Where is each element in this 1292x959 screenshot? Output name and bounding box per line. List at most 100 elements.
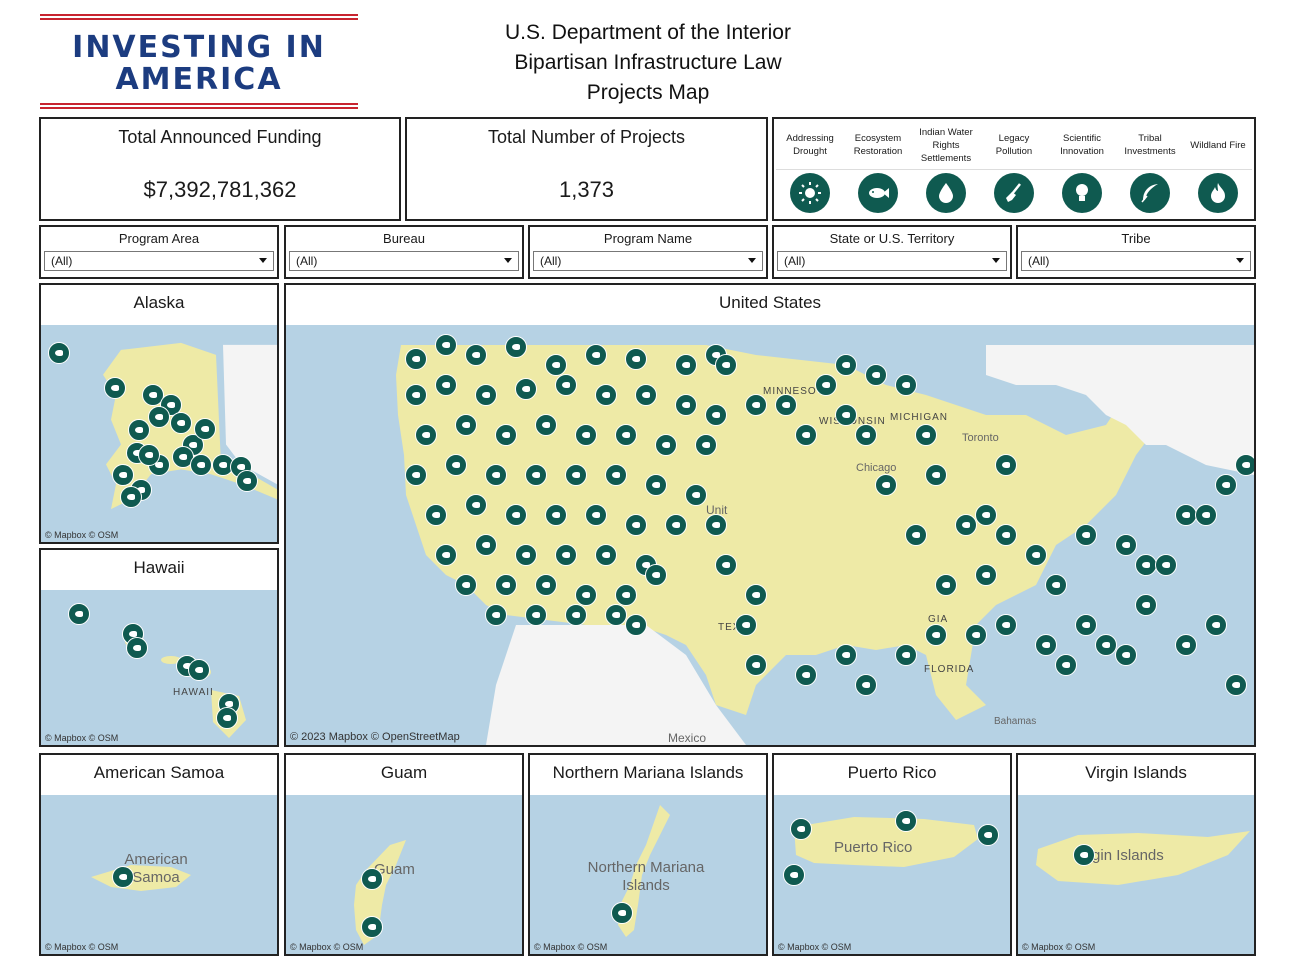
project-marker[interactable] — [485, 604, 507, 626]
project-marker[interactable] — [625, 514, 647, 536]
project-marker[interactable] — [705, 404, 727, 426]
project-marker[interactable] — [120, 486, 142, 508]
project-marker[interactable] — [142, 384, 164, 406]
project-marker[interactable] — [104, 377, 126, 399]
project-marker[interactable] — [1035, 634, 1057, 656]
project-marker[interactable] — [495, 424, 517, 446]
project-marker[interactable] — [535, 414, 557, 436]
project-marker[interactable] — [1075, 614, 1097, 636]
project-marker[interactable] — [875, 474, 897, 496]
project-marker[interactable] — [783, 864, 805, 886]
project-marker[interactable] — [194, 418, 216, 440]
project-marker[interactable] — [595, 384, 617, 406]
project-marker[interactable] — [435, 374, 457, 396]
project-marker[interactable] — [1115, 644, 1137, 666]
project-marker[interactable] — [665, 514, 687, 536]
project-marker[interactable] — [485, 464, 507, 486]
project-marker[interactable] — [515, 378, 537, 400]
project-marker[interactable] — [148, 406, 170, 428]
project-marker[interactable] — [775, 394, 797, 416]
project-marker[interactable] — [535, 574, 557, 596]
project-marker[interactable] — [415, 424, 437, 446]
project-marker[interactable] — [170, 412, 192, 434]
project-marker[interactable] — [790, 818, 812, 840]
project-marker[interactable] — [1075, 524, 1097, 546]
program-area-dropdown[interactable]: (All) — [44, 251, 274, 271]
project-marker[interactable] — [1115, 534, 1137, 556]
project-marker[interactable] — [1205, 614, 1227, 636]
project-marker[interactable] — [112, 464, 134, 486]
project-marker[interactable] — [965, 624, 987, 646]
project-marker[interactable] — [495, 574, 517, 596]
puerto-rico-map[interactable]: Puerto Rico © Mapbox © OSM — [774, 795, 1010, 954]
tribe-dropdown[interactable]: (All) — [1021, 251, 1251, 271]
project-marker[interactable] — [455, 414, 477, 436]
category-scientific-innovation[interactable]: Scientific Innovation — [1048, 119, 1116, 219]
project-marker[interactable] — [745, 394, 767, 416]
project-marker[interactable] — [905, 524, 927, 546]
project-marker[interactable] — [815, 374, 837, 396]
project-marker[interactable] — [545, 354, 567, 376]
category-indian-water-rights[interactable]: Indian Water Rights Settlements — [912, 119, 980, 219]
project-marker[interactable] — [925, 624, 947, 646]
category-legacy-pollution[interactable]: Legacy Pollution — [980, 119, 1048, 219]
project-marker[interactable] — [68, 603, 90, 625]
project-marker[interactable] — [995, 454, 1017, 476]
project-marker[interactable] — [575, 424, 597, 446]
state-territory-dropdown[interactable]: (All) — [777, 251, 1007, 271]
project-marker[interactable] — [1135, 594, 1157, 616]
project-marker[interactable] — [995, 614, 1017, 636]
program-name-dropdown[interactable]: (All) — [533, 251, 763, 271]
project-marker[interactable] — [188, 659, 210, 681]
project-marker[interactable] — [455, 574, 477, 596]
project-marker[interactable] — [975, 564, 997, 586]
project-marker[interactable] — [1025, 544, 1047, 566]
project-marker[interactable] — [128, 419, 150, 441]
project-marker[interactable] — [855, 674, 877, 696]
project-marker[interactable] — [625, 348, 647, 370]
project-marker[interactable] — [675, 354, 697, 376]
project-marker[interactable] — [1135, 554, 1157, 576]
project-marker[interactable] — [715, 554, 737, 576]
project-marker[interactable] — [475, 534, 497, 556]
project-marker[interactable] — [615, 424, 637, 446]
project-marker[interactable] — [585, 504, 607, 526]
project-marker[interactable] — [1055, 654, 1077, 676]
project-marker[interactable] — [425, 504, 447, 526]
project-marker[interactable] — [555, 544, 577, 566]
project-marker[interactable] — [515, 544, 537, 566]
project-marker[interactable] — [915, 424, 937, 446]
alaska-map[interactable]: © Mapbox © OSM — [41, 325, 277, 542]
project-marker[interactable] — [475, 384, 497, 406]
project-marker[interactable] — [695, 434, 717, 456]
project-marker[interactable] — [977, 824, 999, 846]
project-marker[interactable] — [216, 707, 238, 729]
project-marker[interactable] — [835, 404, 857, 426]
project-marker[interactable] — [1235, 454, 1254, 476]
category-addressing-drought[interactable]: Addressing Drought — [776, 119, 844, 219]
project-marker[interactable] — [1095, 634, 1117, 656]
project-marker[interactable] — [615, 584, 637, 606]
project-marker[interactable] — [1195, 504, 1217, 526]
project-marker[interactable] — [645, 474, 667, 496]
category-tribal-investments[interactable]: Tribal Investments — [1116, 119, 1184, 219]
project-marker[interactable] — [112, 866, 134, 888]
project-marker[interactable] — [795, 664, 817, 686]
project-marker[interactable] — [895, 644, 917, 666]
project-marker[interactable] — [995, 524, 1017, 546]
united-states-map[interactable]: MINNESOTA WISCONSIN MICHIGAN Toronto Chi… — [286, 325, 1254, 745]
project-marker[interactable] — [555, 374, 577, 396]
project-marker[interactable] — [525, 464, 547, 486]
project-marker[interactable] — [705, 514, 727, 536]
virgin-islands-map[interactable]: Virgin Islands © Mapbox © OSM — [1018, 795, 1254, 954]
project-marker[interactable] — [895, 374, 917, 396]
project-marker[interactable] — [1073, 844, 1095, 866]
project-marker[interactable] — [595, 544, 617, 566]
project-marker[interactable] — [935, 574, 957, 596]
project-marker[interactable] — [405, 348, 427, 370]
project-marker[interactable] — [126, 637, 148, 659]
project-marker[interactable] — [745, 654, 767, 676]
project-marker[interactable] — [435, 544, 457, 566]
project-marker[interactable] — [955, 514, 977, 536]
project-marker[interactable] — [435, 334, 457, 356]
